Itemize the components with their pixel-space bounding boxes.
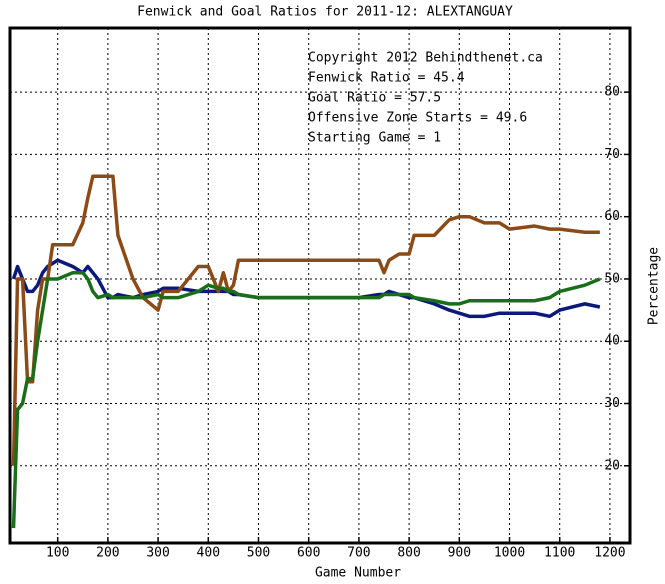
x-tick-label: 1000 xyxy=(494,546,525,561)
legend-entry: Fenwick Ratio = 45.4 xyxy=(308,71,465,86)
legend-entry: Goal Ratio = 57.5 xyxy=(308,91,441,106)
x-tick-label: 400 xyxy=(197,546,220,561)
y-tick-label: 50 xyxy=(604,271,620,286)
y-tick-label: 40 xyxy=(604,334,620,349)
x-tick-label: 1100 xyxy=(544,546,575,561)
chart-title: Fenwick and Goal Ratios for 2011-12: ALE… xyxy=(137,5,513,20)
data-line xyxy=(11,174,600,466)
y-axis-label: Percentage xyxy=(647,247,662,325)
x-tick-label: 700 xyxy=(347,546,370,561)
x-tick-label: 900 xyxy=(448,546,471,561)
x-axis-label: Game Number xyxy=(315,566,401,581)
data-line xyxy=(11,270,601,529)
plot-area: 100 200 300 400 500 600 700 800 900 1000 1100 1200 2… xyxy=(10,28,630,561)
x-tick-label: 500 xyxy=(247,546,270,561)
y-tick-label: 30 xyxy=(604,396,620,411)
annotation: Copyright 2012 Behindthenet.ca xyxy=(308,51,543,66)
x-tick-label: 200 xyxy=(96,546,119,561)
x-tick-label: 100 xyxy=(46,546,69,561)
x-tick-label: 300 xyxy=(146,546,169,561)
data-line xyxy=(11,258,601,319)
plot-frame xyxy=(8,26,632,545)
y-tick-label: 70 xyxy=(604,147,620,162)
annotation: Starting Game = 1 xyxy=(308,131,441,146)
x-tick-label: 800 xyxy=(397,546,420,561)
x-tick-label: 600 xyxy=(297,546,320,561)
y-tick-label: 80 xyxy=(604,85,620,100)
legend-entry: Offensive Zone Starts = 49.6 xyxy=(308,111,527,126)
y-tick-label: 20 xyxy=(604,458,620,473)
x-tick-label: 1200 xyxy=(594,546,625,561)
y-tick-label: 60 xyxy=(604,209,620,224)
